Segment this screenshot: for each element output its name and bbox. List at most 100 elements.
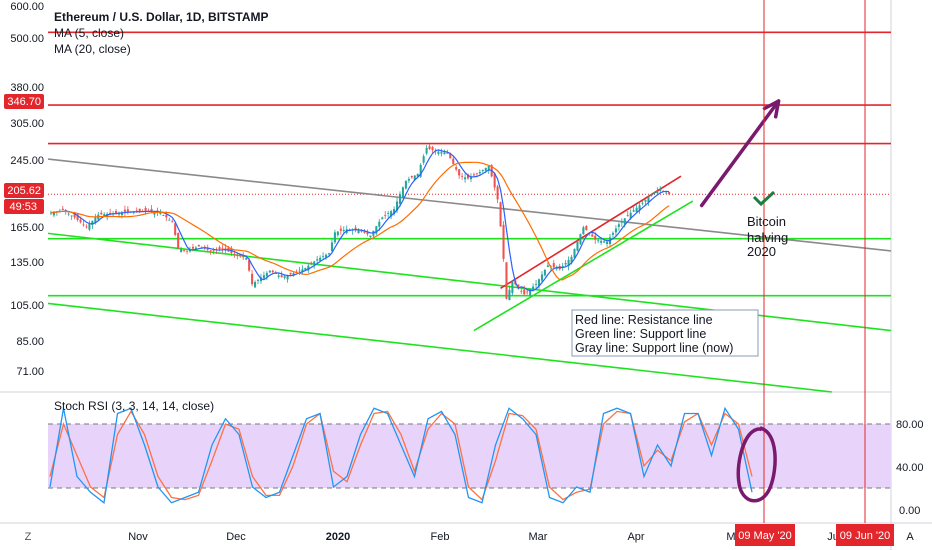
candle-body: [165, 214, 168, 218]
candle-body: [573, 248, 576, 258]
candle-body: [185, 250, 189, 252]
candle-body: [135, 210, 138, 212]
candle-body: [206, 248, 209, 250]
date-marker-jun[interactable]: 09 Jun '20: [836, 524, 894, 546]
price-tick: 380.00: [10, 82, 44, 94]
candle-body: [298, 270, 301, 272]
candle-body: [180, 249, 183, 253]
candle-body: [61, 208, 64, 210]
halving-line: 2020: [747, 244, 776, 259]
candle-body: [333, 232, 336, 243]
candle-body: [543, 269, 546, 276]
horizontal-levels[interactable]: [48, 31, 891, 297]
time-label: Nov: [128, 531, 148, 543]
candle-body: [466, 174, 470, 179]
candle-body: [419, 164, 422, 177]
time-label: Apr: [627, 531, 644, 543]
candle-body: [259, 277, 263, 282]
candle-body: [398, 194, 402, 204]
projection-arrow[interactable]: [699, 99, 781, 208]
candle-body: [653, 192, 656, 194]
rsi-circle-annotation[interactable]: [736, 426, 777, 503]
candle-body: [79, 219, 82, 223]
candle-body: [597, 240, 600, 242]
candle-body: [464, 177, 467, 180]
candle-body: [656, 190, 659, 194]
time-label: A: [906, 531, 914, 543]
candle-body: [212, 249, 215, 251]
candle-body: [390, 211, 393, 217]
candle-body: [511, 281, 514, 294]
candle-body: [641, 202, 644, 204]
candle-body: [461, 175, 464, 177]
price-tick: 165.00: [10, 222, 44, 234]
halving-annotation[interactable]: Bitcoin halving 2020: [747, 214, 788, 259]
candle-body: [325, 254, 328, 258]
candle-body: [603, 241, 606, 243]
candle-body: [555, 268, 558, 270]
candle-body: [443, 152, 446, 155]
candle-body: [357, 230, 360, 234]
candle-body: [327, 253, 331, 255]
candle-body: [313, 261, 316, 265]
candle-body: [529, 289, 532, 295]
time-label: Dec: [226, 531, 246, 543]
candle-body: [520, 290, 523, 292]
time-label: M: [726, 531, 735, 543]
candle-body: [449, 153, 452, 159]
candle-body: [159, 212, 162, 215]
candle-body: [242, 256, 245, 258]
candle-body: [455, 167, 458, 170]
candle-body: [245, 258, 248, 260]
stoch-rsi-k-line: [49, 406, 753, 504]
line-legend-box[interactable]: Red line: Resistance line Green line: Su…: [571, 309, 759, 357]
candle-body: [606, 241, 609, 244]
candle-body: [292, 273, 295, 276]
candle-body: [594, 235, 597, 240]
candle-body: [91, 220, 94, 226]
time-label: 2020: [326, 531, 350, 543]
candle-body: [626, 215, 629, 216]
date-marker-may[interactable]: 09 May '20: [735, 524, 795, 546]
rsi-tick: 0.00: [899, 505, 920, 517]
candle-body: [301, 269, 304, 272]
ma5-label: MA (5, close): [54, 26, 124, 40]
candle-body: [375, 226, 378, 234]
candle-body: [561, 266, 564, 268]
price-badge-current: 205.62 49:53: [4, 183, 44, 214]
candle-body: [52, 212, 55, 216]
candle-body: [126, 209, 129, 212]
candle-body: [440, 152, 443, 154]
candle-body: [431, 147, 434, 151]
badge-label: 205.62: [7, 185, 41, 197]
candle-body: [526, 291, 529, 293]
check-mark-icon: [752, 190, 776, 207]
rsi-tick: 80.00: [896, 419, 924, 431]
candle-body: [393, 209, 396, 215]
candle-body: [171, 221, 174, 223]
candle-body: [416, 173, 419, 177]
candle-body: [289, 272, 292, 275]
candle-body: [401, 187, 404, 198]
legend-support: Green line: Support line: [575, 327, 706, 341]
candle-body: [360, 230, 363, 232]
candle-body: [233, 253, 236, 255]
candle-body: [600, 240, 603, 243]
projection-arrow-head: [762, 99, 781, 119]
candle-body: [617, 224, 620, 227]
timezone-button[interactable]: Z: [25, 531, 32, 543]
candle-body: [384, 215, 387, 216]
candle-body: [537, 279, 541, 286]
candle-body: [387, 213, 390, 214]
candle-body: [307, 265, 310, 271]
candle-body: [70, 215, 73, 217]
ma20-label: MA (20, close): [54, 42, 131, 56]
candle-body: [221, 247, 224, 249]
candle-body: [268, 270, 271, 273]
candle-body: [76, 214, 79, 220]
candle-body: [144, 208, 147, 212]
candle-body: [413, 175, 416, 181]
candle-body: [523, 289, 526, 295]
candle-body: [620, 221, 623, 223]
